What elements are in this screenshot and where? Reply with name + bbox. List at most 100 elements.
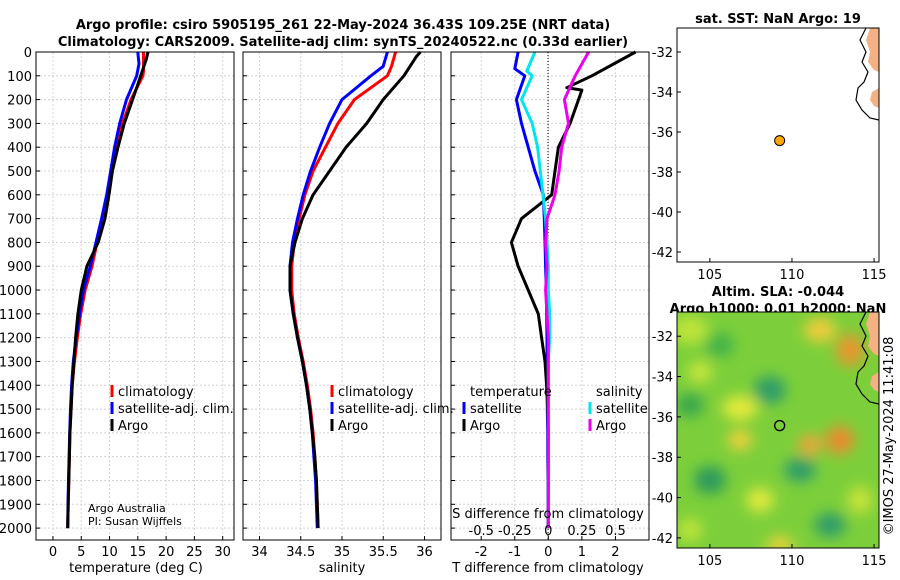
sal-tick-label: -0.5 bbox=[469, 524, 494, 539]
y-tick-label: 1700 bbox=[0, 451, 32, 466]
temperature-panel: 0 5 10 15 20 25 30 0 100 200 300 400 500 600 700 800 90… bbox=[0, 46, 235, 576]
y-tick-label: 1300 bbox=[0, 355, 32, 370]
series-line-salinity-argo bbox=[544, 51, 590, 529]
y-tick-label: 1400 bbox=[0, 379, 32, 394]
x-tick-label: 34.5 bbox=[286, 545, 315, 560]
y-tick-label: 700 bbox=[7, 213, 32, 228]
y-tick-label: 100 bbox=[7, 70, 32, 85]
x-tick-label: 20 bbox=[158, 545, 175, 560]
legend-satellite-label: satellite-adj. clim. bbox=[118, 402, 234, 417]
x-tick-label: 105 bbox=[697, 268, 722, 283]
sla-anomaly-blobs bbox=[677, 316, 872, 548]
x-tick-label: -1 bbox=[508, 545, 521, 560]
y-tick-label: -40 bbox=[652, 492, 673, 507]
y-tick-label: 1200 bbox=[0, 332, 32, 347]
y-tick-label: -34 bbox=[652, 86, 673, 101]
legend-salinity-title: salinity bbox=[596, 385, 643, 400]
coastline bbox=[855, 312, 879, 405]
y-tick-label: -38 bbox=[652, 166, 673, 181]
y-tick-label: 300 bbox=[7, 117, 32, 132]
argo-float-marker bbox=[774, 135, 786, 147]
sla-map-frame bbox=[676, 311, 880, 549]
legend-t-argo-label: Argo bbox=[470, 419, 500, 434]
t-difference-xlabel: T difference from climatology bbox=[451, 561, 644, 576]
x-tick-label: 35.5 bbox=[369, 545, 398, 560]
x-tick-label: 0 bbox=[49, 545, 57, 560]
title-line-2: Climatology: CARS2009. Satellite-adj cli… bbox=[58, 35, 628, 50]
x-tick-label: 36 bbox=[416, 545, 433, 560]
y-tick-label: -32 bbox=[652, 330, 673, 345]
legend-argo-label: Argo bbox=[118, 419, 148, 434]
difference-legend: temperature satellite Argo salinity sate… bbox=[462, 385, 648, 434]
y-tick-label: 2000 bbox=[0, 522, 32, 537]
y-tick-label: 900 bbox=[7, 260, 32, 275]
y-tick-label: 500 bbox=[7, 165, 32, 180]
salinity-legend: climatology satellite-adj. clim. Argo bbox=[330, 385, 454, 434]
x-tick-label: 0 bbox=[544, 545, 552, 560]
sst-map-title: sat. SST: NaN Argo: 19 bbox=[695, 12, 861, 27]
y-tick-label: -34 bbox=[652, 371, 673, 386]
sal-tick-label: 0.25 bbox=[567, 524, 596, 539]
y-tick-label: 1100 bbox=[0, 308, 32, 323]
x-tick-label: -2 bbox=[475, 545, 488, 560]
sal-tick-label: 0 bbox=[544, 524, 552, 539]
imos-timestamp: ©IMOS 27-May-2024 11:41:08 bbox=[882, 337, 897, 536]
y-tick-label: 1500 bbox=[0, 403, 32, 418]
sst-map-panel: sat. SST: NaN Argo: 19 105 110 115 -32 -34 -… bbox=[652, 12, 887, 283]
y-tick-label: 800 bbox=[7, 236, 32, 251]
x-tick-label: 10 bbox=[101, 545, 118, 560]
x-tick-label: 15 bbox=[130, 545, 147, 560]
y-tick-label: -36 bbox=[652, 411, 673, 426]
y-tick-label: 1900 bbox=[0, 498, 32, 513]
y-tick-label: 1800 bbox=[0, 474, 32, 489]
y-tick-label: 1000 bbox=[0, 284, 32, 299]
legend-s-argo-label: Argo bbox=[596, 419, 626, 434]
difference-axes-frame bbox=[450, 51, 650, 541]
salinity-xlabel: salinity bbox=[319, 561, 366, 576]
title-line-1: Argo profile: csiro 5905195_261 22-May-2… bbox=[76, 18, 610, 33]
y-tick-label: -40 bbox=[652, 206, 673, 221]
sst-map-frame bbox=[676, 27, 880, 263]
legend-climatology-label: climatology bbox=[118, 385, 194, 400]
y-tick-label: -32 bbox=[652, 46, 673, 61]
legend-t-satellite-label: satellite bbox=[470, 402, 522, 417]
sst-map-coastline bbox=[855, 28, 879, 121]
x-tick-label: 110 bbox=[780, 554, 805, 569]
x-tick-label: 30 bbox=[214, 545, 231, 560]
temperature-legend: climatology satellite-adj. clim. Argo bbox=[110, 385, 234, 434]
x-tick-label: 115 bbox=[862, 554, 887, 569]
y-tick-label: 0 bbox=[24, 46, 32, 61]
y-tick-label: -38 bbox=[652, 451, 673, 466]
temperature-xlabel: temperature (deg C) bbox=[69, 561, 203, 576]
x-tick-label: 1 bbox=[578, 545, 586, 560]
sal-tick-label: 0.5 bbox=[605, 524, 626, 539]
legend-temperature-title: temperature bbox=[470, 385, 552, 400]
legend-argo-label: Argo bbox=[338, 419, 368, 434]
difference-panel: -2 -1 0 1 2 -0.5 -0.25 0 0.25 0.5 S difference f… bbox=[450, 50, 650, 576]
credit-program: Argo Australia bbox=[88, 502, 166, 515]
x-tick-label: 35 bbox=[334, 545, 351, 560]
x-tick-label: 25 bbox=[186, 545, 203, 560]
legend-s-satellite-label: satellite bbox=[596, 402, 648, 417]
temperature-axes-frame bbox=[35, 51, 235, 541]
sla-heatmap bbox=[677, 312, 879, 548]
y-tick-label: -42 bbox=[652, 532, 673, 547]
sla-map-panel: Altim. SLA: -0.044 Argo h1000: 0.01 h200… bbox=[652, 285, 887, 569]
y-tick-label: 1600 bbox=[0, 427, 32, 442]
y-tick-label: -42 bbox=[652, 246, 673, 261]
land-patch bbox=[870, 372, 879, 392]
legend-climatology-label: climatology bbox=[338, 385, 414, 400]
sla-map-title-1: Altim. SLA: -0.044 bbox=[712, 285, 844, 300]
credit-pi: PI: Susan Wijffels bbox=[88, 515, 182, 528]
x-tick-label: 110 bbox=[780, 268, 805, 283]
land-patch bbox=[866, 312, 879, 356]
x-tick-label: 115 bbox=[862, 268, 887, 283]
series-line-argo bbox=[66, 51, 150, 529]
x-tick-label: 2 bbox=[611, 545, 619, 560]
legend-satellite-label: satellite-adj. clim. bbox=[338, 402, 454, 417]
argo-float-marker bbox=[773, 419, 786, 432]
series-line-argo bbox=[288, 51, 422, 529]
x-tick-label: 5 bbox=[77, 545, 85, 560]
x-tick-label: 34 bbox=[251, 545, 268, 560]
